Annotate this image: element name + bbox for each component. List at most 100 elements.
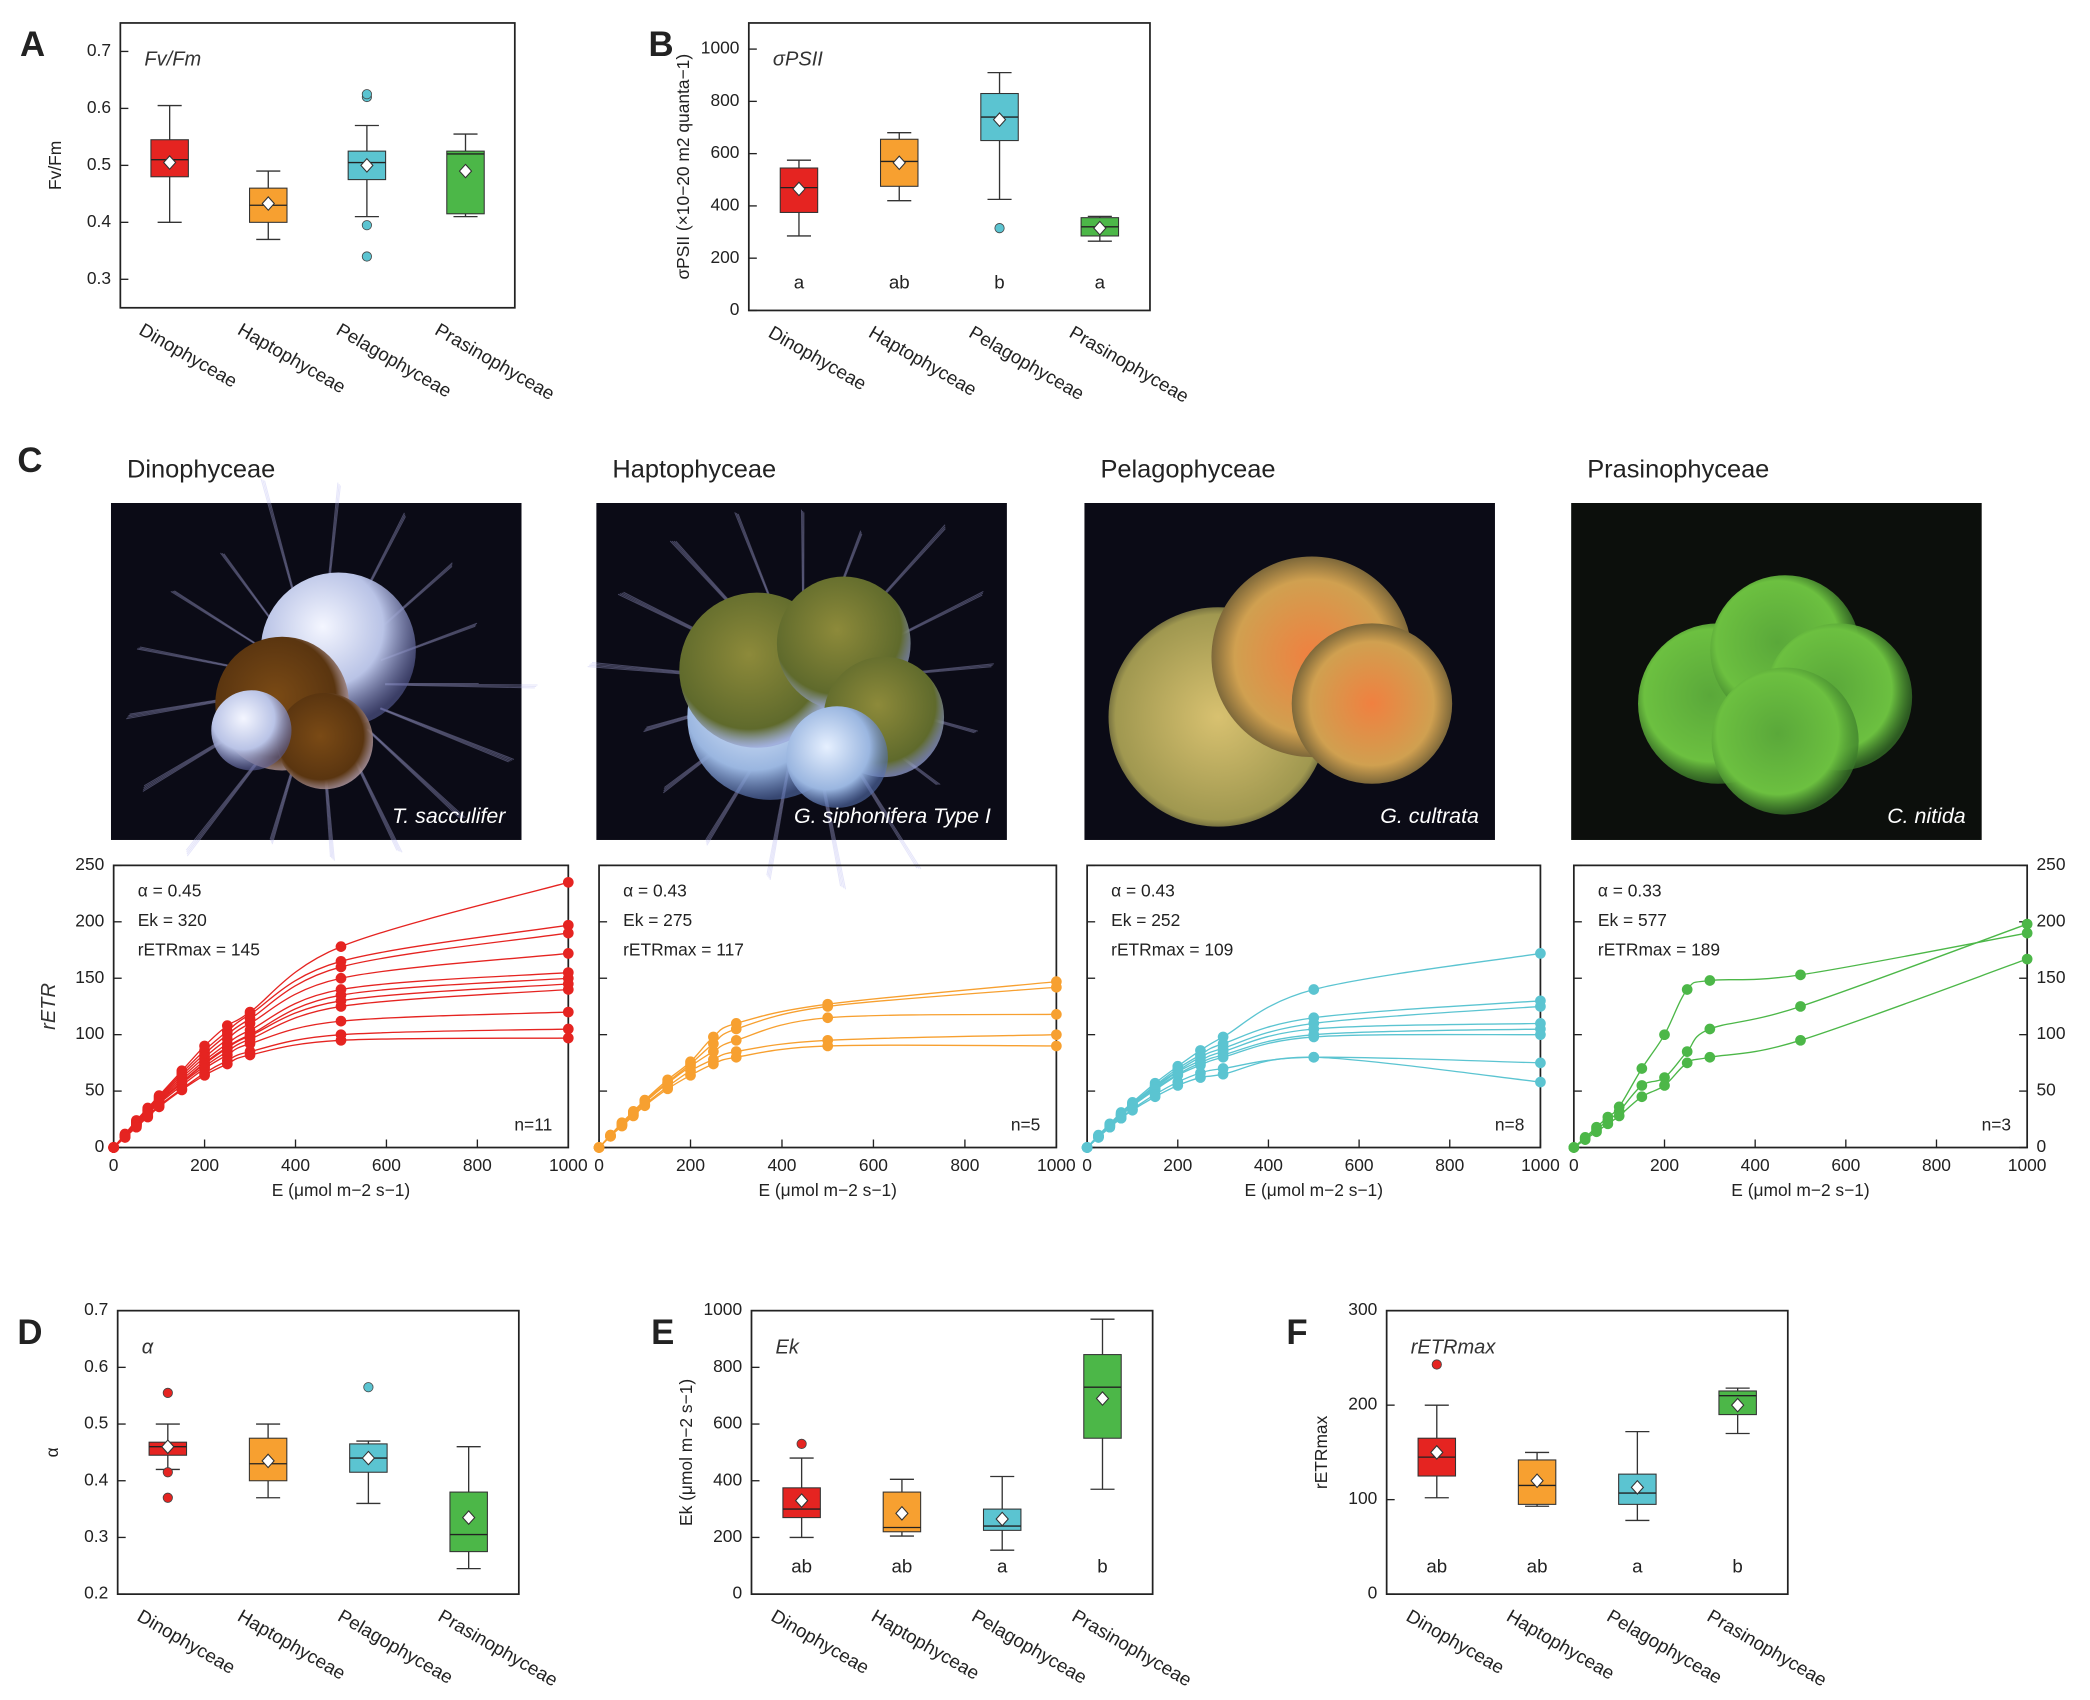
annotation: Ek (776, 1336, 800, 1358)
x-tick-label: 200 (676, 1155, 705, 1175)
fit-stat: rETRmax = 109 (1111, 940, 1233, 960)
significance-letter: b (1097, 1555, 1107, 1576)
photo-blob (1711, 667, 1859, 815)
outlier (361, 220, 372, 231)
plot-frame (1385, 1309, 1789, 1596)
data-point (562, 1032, 574, 1044)
data-point (1795, 1001, 1806, 1012)
data-point (221, 1058, 233, 1070)
data-point (1195, 1072, 1206, 1083)
panel-title: Pelagophyceae (1100, 456, 1275, 484)
y-tick-label: 0.7 (84, 1299, 108, 1319)
mean-marker (1530, 1473, 1544, 1489)
mean-marker (792, 181, 806, 197)
data-point (2021, 918, 2033, 930)
x-tick-label: 0 (594, 1155, 604, 1175)
data-point (1681, 984, 1693, 995)
x-tick-label: 600 (859, 1155, 888, 1175)
data-point (1659, 1029, 1670, 1041)
photo-spine (380, 707, 515, 760)
photo-spine (366, 728, 462, 819)
data-point (1535, 1057, 1546, 1069)
photo-blob (1291, 623, 1453, 784)
data-point (822, 1001, 834, 1012)
photo-blob (786, 706, 888, 808)
sample-size: n=11 (514, 1115, 552, 1135)
mean-marker (992, 112, 1007, 128)
data-point (131, 1121, 142, 1133)
data-point (562, 919, 574, 931)
y-tick-label: 0.7 (87, 40, 111, 60)
data-point (562, 927, 574, 939)
y-tick-label: 50 (85, 1080, 104, 1100)
significance-letter: a (794, 272, 805, 293)
y-tick-label: 0 (730, 299, 740, 319)
photo-caption: G. cultrata (1380, 804, 1479, 828)
fit-stat: α = 0.33 (1598, 881, 1662, 901)
mean-marker (261, 196, 276, 212)
x-axis-label: E (μmol m−2 s−1) (1245, 1180, 1383, 1200)
specimen-photo (110, 478, 538, 861)
x-tick-label: Prasinophyceae (1066, 321, 1193, 406)
y-tick-label: 100 (2037, 1023, 2066, 1043)
y-axis-label: α (42, 1447, 62, 1457)
data-point (1681, 1057, 1693, 1069)
data-point (730, 1023, 742, 1035)
y-tick-label: 800 (710, 90, 739, 110)
panel-label: C (17, 442, 42, 480)
panel-label: F (1286, 1314, 1307, 1352)
y-axis-label: σPSII (×10−20 m2 quanta−1) (673, 54, 693, 280)
data-point (1051, 1029, 1062, 1041)
data-point (605, 1130, 616, 1142)
x-tick-label: Dinophyceae (1403, 1605, 1508, 1678)
x-axis-label: E (μmol m−2 s−1) (758, 1180, 896, 1200)
y-tick-label: 1000 (703, 1299, 742, 1319)
y-tick-label: 600 (713, 1413, 742, 1433)
photo-spine (174, 590, 263, 648)
data-point (108, 1142, 120, 1153)
y-tick-label: 0 (1368, 1583, 1378, 1603)
x-tick-label: Haptophyceae (234, 319, 349, 398)
photo-spine (385, 684, 535, 689)
fit-curve (598, 1044, 1057, 1148)
x-tick-label: 800 (1435, 1155, 1464, 1175)
data-point (176, 1084, 188, 1096)
mean-marker (361, 1450, 376, 1466)
y-tick-label: 1000 (701, 38, 740, 58)
y-axis-label: Fv/Fm (45, 141, 65, 190)
mean-marker (895, 1505, 909, 1521)
data-point (1535, 948, 1546, 959)
significance-letter: a (1095, 272, 1106, 293)
data-point (1613, 1110, 1625, 1122)
data-point (1051, 981, 1062, 993)
fit-stat: Ek = 577 (1598, 910, 1667, 930)
y-tick-label: 200 (1348, 1394, 1377, 1414)
data-point (1704, 1051, 1716, 1063)
outlier (363, 1382, 374, 1393)
box (446, 150, 485, 215)
annotation: Fv/Fm (144, 49, 201, 71)
data-point (1308, 1051, 1320, 1063)
fit-curve (1086, 1056, 1541, 1149)
data-point (1535, 1076, 1546, 1088)
fit-stat: α = 0.43 (1111, 881, 1175, 901)
photo-spine (366, 729, 461, 819)
data-point (822, 1040, 834, 1052)
y-tick-label: 200 (713, 1526, 742, 1546)
x-tick-label: 0 (1569, 1155, 1579, 1175)
x-tick-label: 200 (190, 1155, 219, 1175)
photo-spine (385, 683, 537, 688)
data-point (335, 1034, 347, 1046)
y-tick-label: 0.4 (84, 1469, 108, 1489)
y-axis-label: Ek (μmol m−2 s−1) (676, 1379, 696, 1526)
data-point (335, 1015, 347, 1027)
data-point (1172, 1080, 1184, 1091)
y-tick-label: 600 (710, 142, 739, 162)
x-tick-label: 1000 (549, 1155, 588, 1175)
data-point (1149, 1091, 1161, 1103)
mean-marker (161, 1439, 175, 1455)
photo-spine (172, 590, 263, 649)
y-tick-label: 0.2 (84, 1583, 108, 1603)
data-point (1659, 1080, 1670, 1091)
outlier (162, 1492, 173, 1503)
